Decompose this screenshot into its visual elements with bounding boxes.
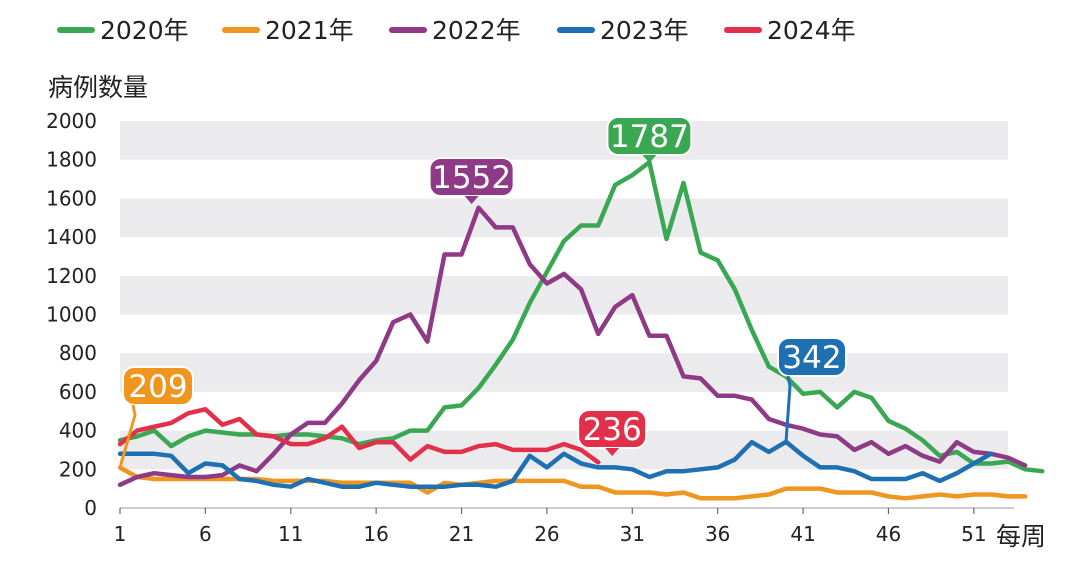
- legend-item-2024年: 2024年: [724, 16, 856, 45]
- x-tick-label: 46: [876, 522, 901, 546]
- legend: 2020年 2021年 2022年 2023年 2024年: [57, 16, 856, 45]
- y-tick-label: 200: [59, 457, 97, 481]
- y-tick-label: 600: [59, 380, 97, 404]
- x-tick-label: 1: [114, 522, 127, 546]
- grid-band: [120, 121, 1008, 160]
- y-tick-label: 0: [84, 496, 97, 520]
- callout-2023年: 342: [777, 337, 847, 442]
- callout-pointer: [605, 448, 620, 456]
- y-axis-title: 病例数量: [48, 73, 148, 102]
- x-tick-label: 36: [705, 522, 730, 546]
- legend-label: 2021年: [265, 16, 354, 45]
- series-line-2023年: [117, 439, 994, 489]
- grid-band: [120, 159, 1008, 199]
- y-tick-label: 400: [59, 419, 97, 443]
- legend-label: 2023年: [600, 16, 689, 45]
- y-tick-label: 1600: [46, 186, 97, 210]
- callout-box: [122, 366, 194, 406]
- y-tick-label: 2000: [46, 109, 97, 133]
- grid-band: [120, 314, 1008, 354]
- callout-2022年: 1552: [428, 157, 515, 204]
- callout-pointer: [642, 155, 657, 163]
- legend-item-2020年: 2020年: [57, 16, 189, 45]
- x-tick-label: 16: [363, 522, 388, 546]
- callout-pointer: [118, 404, 137, 469]
- callout-box: [777, 337, 847, 377]
- legend-label: 2020年: [100, 16, 189, 45]
- callout-label: 342: [782, 340, 841, 376]
- callout-2021年: 209: [118, 366, 194, 469]
- grid-band: [120, 198, 1008, 238]
- y-axis-ticks: 0 200 400 600 800 1000 1200 1400 1600 1800 2000: [46, 109, 97, 520]
- x-axis-ticks: 1 6 11 16 21 26 31 36 41 46 51: [114, 508, 987, 546]
- y-tick-label: 1000: [46, 303, 97, 327]
- callout-2024年: 236: [577, 409, 648, 456]
- callout-label: 1787: [610, 119, 689, 155]
- legend-label: 2022年: [432, 16, 521, 45]
- y-tick-label: 800: [59, 341, 97, 365]
- grid-band: [120, 391, 1008, 431]
- y-tick-label: 1800: [46, 148, 97, 172]
- x-tick-label: 26: [534, 522, 559, 546]
- legend-item-2022年: 2022年: [389, 16, 521, 45]
- x-tick-label: 31: [620, 522, 645, 546]
- callout-2020年: 1787: [606, 116, 693, 163]
- y-tick-label: 1200: [46, 264, 97, 288]
- callout-pointer: [464, 196, 479, 204]
- legend-item-2021年: 2021年: [222, 16, 354, 45]
- grid-bands: [120, 121, 1014, 509]
- callout-label: 1552: [432, 160, 511, 196]
- x-tick-label: 11: [278, 522, 303, 546]
- series-lines: [117, 159, 1045, 501]
- series-line-2022年: [117, 205, 1028, 488]
- callouts: 1787 1552 209 342 236: [118, 116, 847, 469]
- x-tick-label: 6: [199, 522, 212, 546]
- x-tick-label: 51: [961, 522, 986, 546]
- legend-label: 2024年: [767, 16, 856, 45]
- grid-band: [120, 275, 1008, 315]
- callout-pointer: [784, 375, 792, 442]
- y-tick-label: 1400: [46, 225, 97, 249]
- x-axis-title: 每周: [996, 522, 1046, 551]
- x-tick-label: 41: [790, 522, 815, 546]
- series-line-2024年: [117, 407, 601, 465]
- grid-band: [120, 353, 1008, 392]
- series-line-2021年: [117, 465, 1028, 501]
- grid-band: [120, 469, 1008, 508]
- x-tick-label: 21: [449, 522, 474, 546]
- callout-label: 236: [583, 412, 642, 448]
- callout-label: 209: [128, 369, 187, 405]
- legend-item-2023年: 2023年: [557, 16, 689, 45]
